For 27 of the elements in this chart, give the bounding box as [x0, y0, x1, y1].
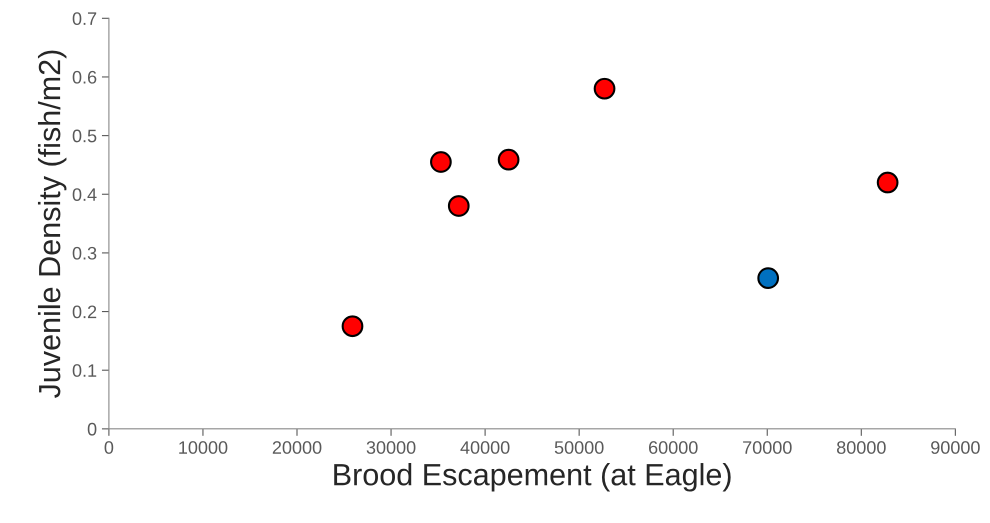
y-tick-label: 0.7: [72, 12, 96, 26]
x-tick-label: 50000: [554, 441, 604, 454]
x-tick-label: 60000: [649, 441, 698, 454]
x-axis-title: Brood Escapement (at Eagle): [334, 463, 731, 492]
x-tick-label: 30000: [366, 441, 416, 454]
x-tick-label: 90000: [931, 441, 980, 454]
y-tick-label: 0.4: [72, 188, 97, 201]
x-tick-label: 0: [104, 441, 114, 454]
y-axis-title: Juvenile Density (fish/m2): [38, 50, 66, 398]
y-tick-label: 0.5: [72, 130, 96, 142]
y-tick-label: 0.2: [72, 305, 96, 318]
x-tick-label: 20000: [272, 441, 322, 454]
point: [876, 172, 898, 194]
y-tick-label: 0: [88, 422, 96, 436]
x-tick-label: 80000: [836, 441, 886, 454]
point: [757, 267, 780, 289]
y-tick-label: 0.6: [72, 70, 96, 84]
point: [430, 151, 452, 173]
x-tick-label: 40000: [460, 441, 510, 454]
point: [594, 78, 616, 100]
x-tick-label: 70000: [743, 441, 792, 454]
point: [342, 315, 364, 338]
point: [448, 195, 470, 217]
y-tick-label: 0.1: [72, 364, 96, 377]
point: [498, 148, 520, 171]
y-tick-label: 0.3: [72, 246, 96, 260]
x-tick-label: 10000: [179, 441, 228, 454]
